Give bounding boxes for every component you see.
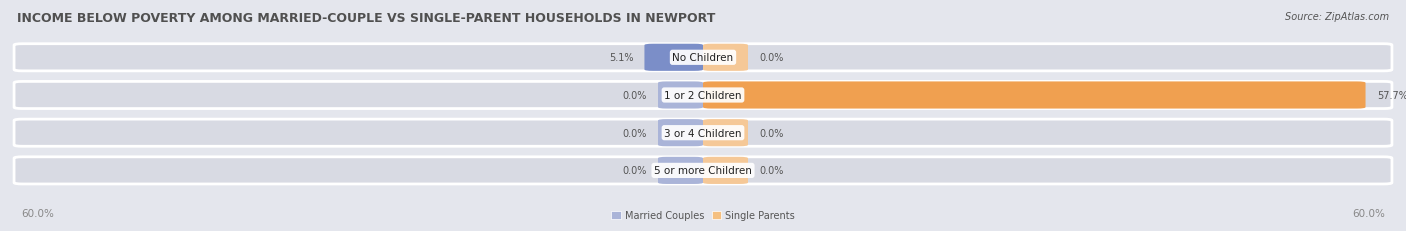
Text: 0.0%: 0.0% xyxy=(623,91,647,100)
Text: No Children: No Children xyxy=(672,53,734,63)
FancyBboxPatch shape xyxy=(14,157,1392,184)
Text: 60.0%: 60.0% xyxy=(21,208,53,218)
Text: 0.0%: 0.0% xyxy=(759,166,783,176)
Text: 57.7%: 57.7% xyxy=(1376,91,1406,100)
Text: 0.0%: 0.0% xyxy=(759,53,783,63)
Legend: Married Couples, Single Parents: Married Couples, Single Parents xyxy=(607,206,799,224)
Text: 0.0%: 0.0% xyxy=(623,166,647,176)
FancyBboxPatch shape xyxy=(14,120,1392,147)
Text: 0.0%: 0.0% xyxy=(623,128,647,138)
Text: INCOME BELOW POVERTY AMONG MARRIED-COUPLE VS SINGLE-PARENT HOUSEHOLDS IN NEWPORT: INCOME BELOW POVERTY AMONG MARRIED-COUPL… xyxy=(17,12,716,24)
Text: 0.0%: 0.0% xyxy=(759,128,783,138)
Text: 60.0%: 60.0% xyxy=(1353,208,1385,218)
FancyBboxPatch shape xyxy=(703,45,748,72)
FancyBboxPatch shape xyxy=(14,82,1392,109)
FancyBboxPatch shape xyxy=(658,82,703,109)
FancyBboxPatch shape xyxy=(703,157,748,184)
FancyBboxPatch shape xyxy=(658,157,703,184)
Text: 3 or 4 Children: 3 or 4 Children xyxy=(664,128,742,138)
Text: 5 or more Children: 5 or more Children xyxy=(654,166,752,176)
FancyBboxPatch shape xyxy=(703,120,748,147)
FancyBboxPatch shape xyxy=(658,120,703,147)
FancyBboxPatch shape xyxy=(703,82,1365,109)
FancyBboxPatch shape xyxy=(14,45,1392,72)
Text: 5.1%: 5.1% xyxy=(609,53,633,63)
Text: 1 or 2 Children: 1 or 2 Children xyxy=(664,91,742,100)
Text: Source: ZipAtlas.com: Source: ZipAtlas.com xyxy=(1285,12,1389,21)
FancyBboxPatch shape xyxy=(644,45,703,72)
